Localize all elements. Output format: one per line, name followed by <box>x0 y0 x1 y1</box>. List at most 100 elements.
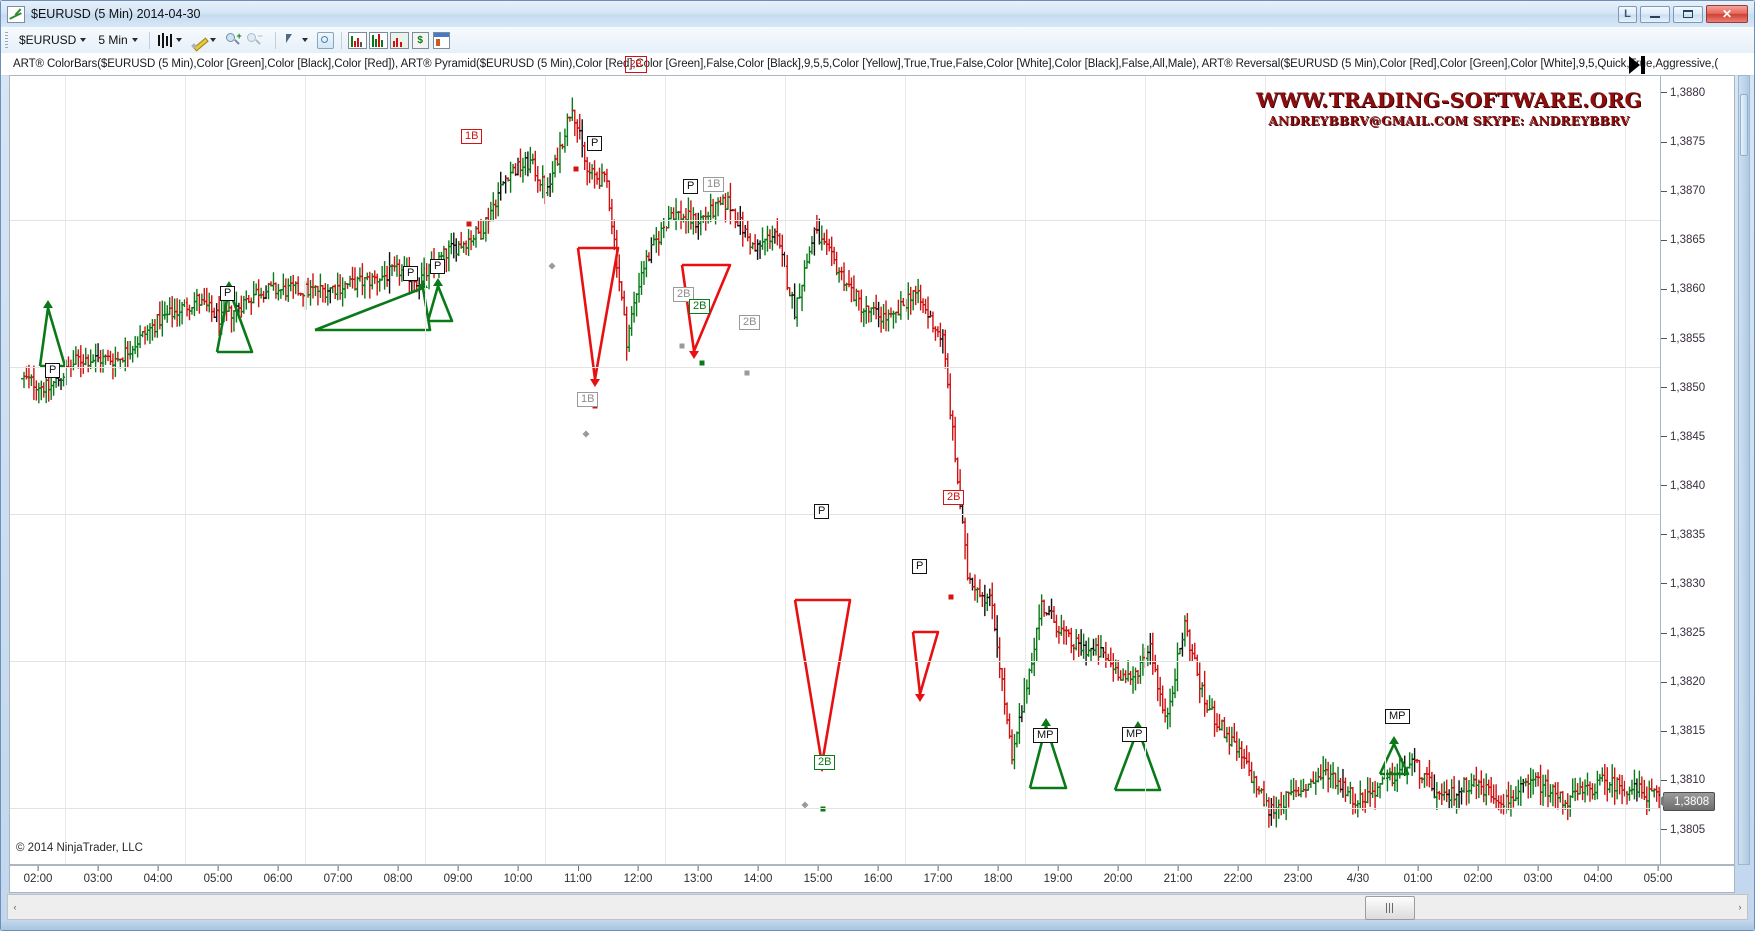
time-tick: 12:00 <box>624 866 652 885</box>
link-button[interactable]: L <box>1618 5 1637 23</box>
gridline <box>10 661 1660 662</box>
horizontal-scrollbar[interactable]: ‹ › <box>7 894 1748 920</box>
chart-marker-1b: 1B <box>577 392 599 407</box>
price-tick: 1,3840 <box>1661 480 1705 492</box>
chart-plot-area[interactable]: WWW.TRADING-SOFTWARE.ORG ANDREYBBRV@GMAI… <box>9 75 1661 865</box>
time-tick: 20:00 <box>1104 866 1132 885</box>
maximize-icon <box>1683 10 1693 18</box>
copyright-label: © 2014 NinjaTrader, LLC <box>16 842 143 854</box>
scroll-thumb-grip-icon <box>1386 903 1394 913</box>
close-button[interactable]: ✕ <box>1706 5 1748 23</box>
indicator-description-bar: ART® ColorBars($EURUSD (5 Min),Color [Gr… <box>1 53 1754 76</box>
time-tick: 05:00 <box>1644 866 1672 885</box>
gridline <box>10 514 1660 515</box>
indicators-button[interactable] <box>368 30 389 50</box>
chart-marker-p: P <box>683 179 699 194</box>
maximize-button[interactable] <box>1673 5 1703 23</box>
time-tick: 16:00 <box>864 866 892 885</box>
chevron-down-icon <box>80 38 87 42</box>
chart-marker-mp: MP <box>1033 728 1058 743</box>
time-tick: 06:00 <box>264 866 292 885</box>
time-tick: 02:00 <box>1464 866 1492 885</box>
time-tick: 02:00 <box>24 866 52 885</box>
bar-type-chevron-down-icon[interactable] <box>175 38 182 42</box>
chart-marker-p: P <box>587 136 603 151</box>
minimize-button[interactable] <box>1640 5 1670 23</box>
price-tick: 1,3865 <box>1661 234 1705 246</box>
gridline <box>785 76 786 864</box>
chart-marker-p: P <box>814 504 830 519</box>
interval-selector[interactable]: 5 Min <box>92 30 143 50</box>
zoom-out-button[interactable]: − <box>244 30 265 50</box>
instrument-selector[interactable]: $EURUSD <box>13 30 92 50</box>
time-axis[interactable]: 02:00 03:00 04:00 05:00 06:00 07:00 08:00 09:00… <box>9 865 1735 893</box>
toolbar-grip[interactable] <box>5 32 8 48</box>
dollar-button[interactable]: $ <box>410 30 431 50</box>
time-tick: 04:00 <box>1584 866 1612 885</box>
chart-marker-p: P <box>45 363 61 378</box>
time-tick: 18:00 <box>984 866 1012 885</box>
time-tick: 22:00 <box>1224 866 1252 885</box>
cursor-icon <box>284 33 298 47</box>
cursor-chevron-down-icon[interactable] <box>301 38 308 42</box>
toolbar-separator <box>148 31 150 49</box>
price-tick: 1,3875 <box>1661 136 1705 148</box>
chart-marker-p: P <box>403 266 419 281</box>
data-series-button[interactable] <box>347 30 368 50</box>
gridline <box>905 76 906 864</box>
price-bars <box>21 97 1660 828</box>
price-tick: 1,3805 <box>1661 824 1705 836</box>
chart-marker-1b: 1B <box>703 177 725 192</box>
time-tick: 10:00 <box>504 866 532 885</box>
last-price-marker: 1,3808 <box>1661 792 1716 812</box>
time-tick: 05:00 <box>204 866 232 885</box>
time-tick: 17:00 <box>924 866 952 885</box>
price-tick: 1,3860 <box>1661 283 1705 295</box>
gridline <box>1505 76 1506 864</box>
time-tick: 11:00 <box>564 866 592 885</box>
drawing-tools-button[interactable] <box>189 30 210 50</box>
scroll-left-arrow-icon[interactable]: ‹ <box>13 902 17 912</box>
pencil-icon <box>192 33 207 47</box>
gridline <box>10 808 1660 809</box>
drawing-tools-chevron-down-icon[interactable] <box>209 38 216 42</box>
chart-icon <box>7 5 25 23</box>
watermark-line-1: WWW.TRADING-SOFTWARE.ORG <box>1255 88 1642 112</box>
price-tick: 1,3855 <box>1661 333 1705 345</box>
watermark: WWW.TRADING-SOFTWARE.ORG ANDREYBBRV@GMAI… <box>1256 88 1642 128</box>
price-axis[interactable]: 1,3880 1,3875 1,3870 1,3865 1,3860 1,3855 1,38… <box>1661 75 1735 865</box>
time-tick: 21:00 <box>1164 866 1192 885</box>
gridline <box>425 76 426 864</box>
time-tick: 01:00 <box>1404 866 1432 885</box>
properties-icon <box>432 31 450 49</box>
chart-marker-1b: 1B <box>461 129 483 144</box>
time-tick: 15:00 <box>804 866 832 885</box>
magnifier-button[interactable] <box>315 30 336 50</box>
zoom-in-icon: + <box>225 31 242 48</box>
magnifier-icon <box>316 31 334 49</box>
zoom-in-button[interactable]: + <box>223 30 244 50</box>
scroll-right-arrow-icon[interactable]: › <box>1738 902 1742 912</box>
horizontal-scroll-thumb[interactable] <box>1365 896 1415 920</box>
chart-marker-2b: 2B <box>814 755 836 770</box>
properties-button[interactable] <box>431 30 452 50</box>
time-tick: 4/30 <box>1347 866 1369 885</box>
chart-marker-2b: 2B <box>673 287 695 302</box>
chart-marker-p: P <box>912 559 928 574</box>
play-to-end-icon <box>1629 56 1640 74</box>
chart-marker-p: P <box>220 286 236 301</box>
play-end-bar-icon <box>1641 56 1645 74</box>
chart-marker-p: P <box>430 259 446 274</box>
gridline <box>545 76 546 864</box>
gridline <box>10 220 1660 221</box>
vertical-scroll-thumb[interactable] <box>1740 94 1748 156</box>
bar-type-button[interactable] <box>155 30 176 50</box>
time-tick: 04:00 <box>144 866 172 885</box>
vertical-scroll-strip[interactable] <box>1738 75 1750 865</box>
gridline <box>1025 76 1026 864</box>
strategies-button[interactable] <box>389 30 410 50</box>
play-to-end-button[interactable] <box>1620 55 1654 75</box>
cursor-mode-button[interactable] <box>281 30 302 50</box>
price-tick: 1,3825 <box>1661 627 1705 639</box>
